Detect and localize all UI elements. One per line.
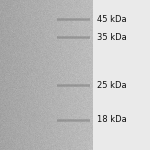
- Text: 35 kDa: 35 kDa: [97, 33, 126, 42]
- Text: 25 kDa: 25 kDa: [97, 81, 126, 90]
- Text: 45 kDa: 45 kDa: [97, 15, 126, 24]
- Text: 18 kDa: 18 kDa: [97, 116, 126, 124]
